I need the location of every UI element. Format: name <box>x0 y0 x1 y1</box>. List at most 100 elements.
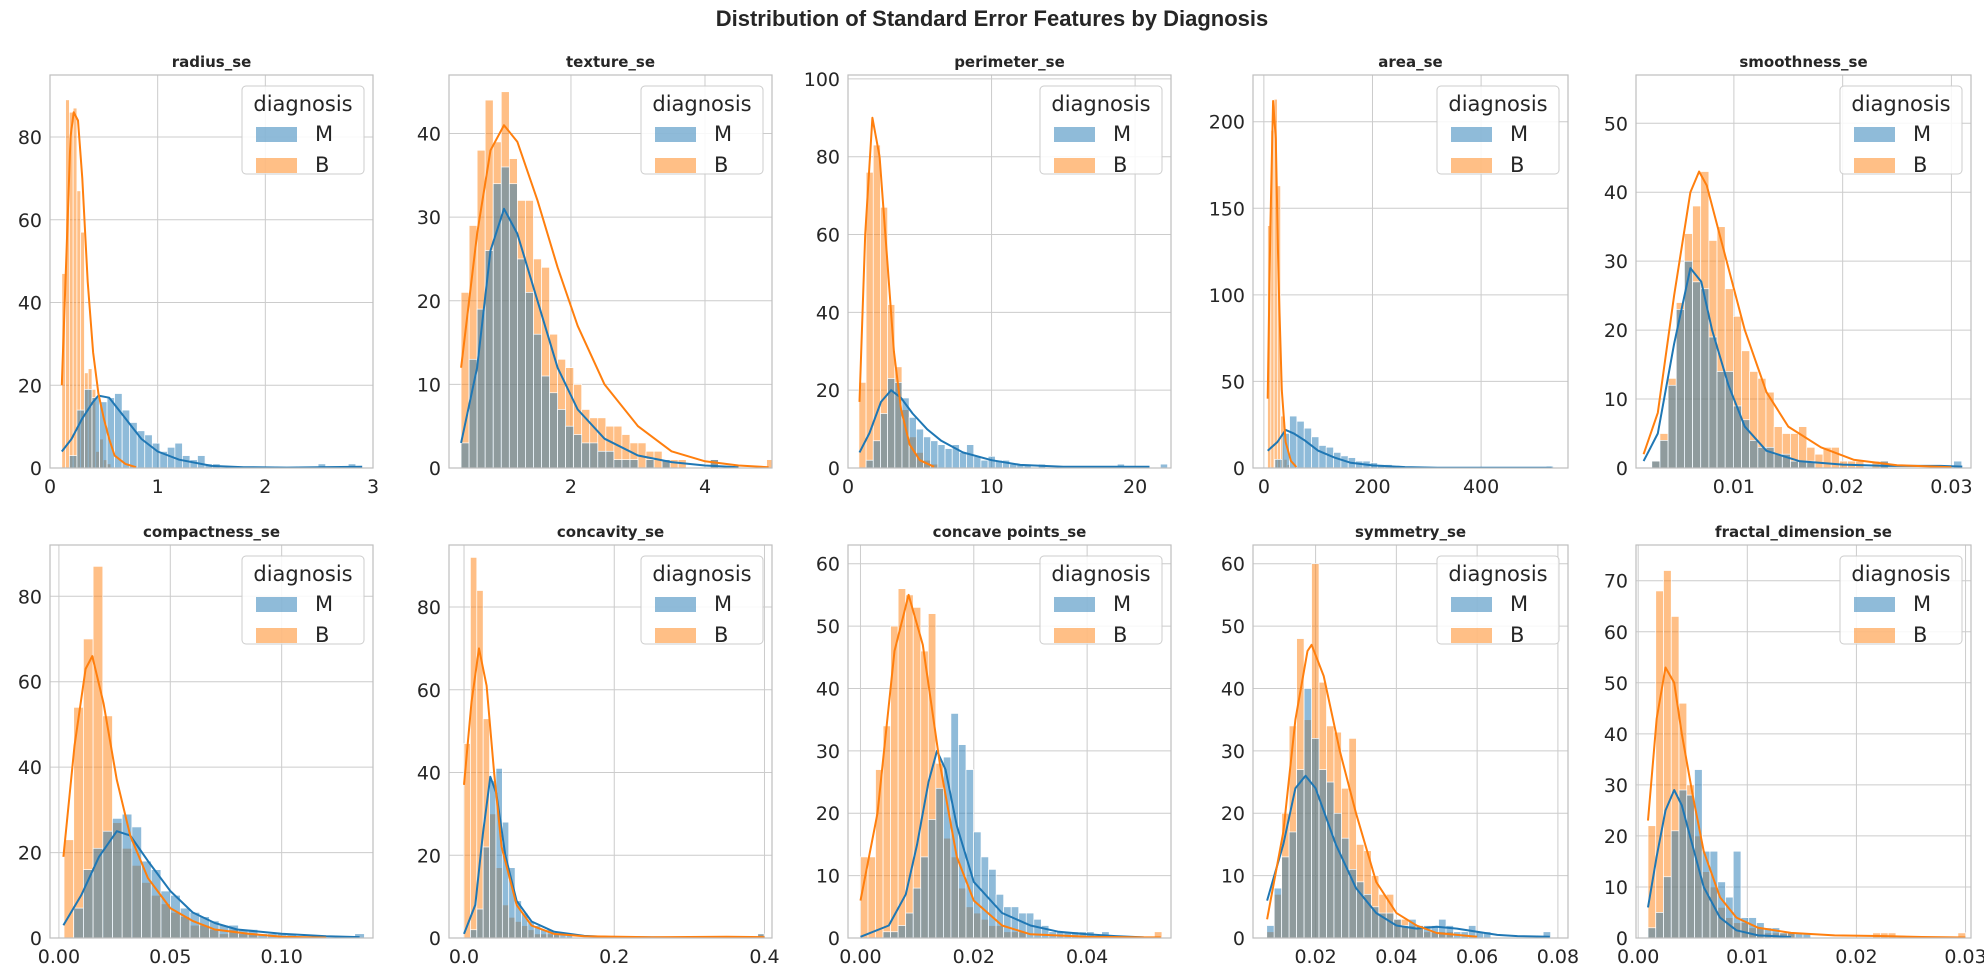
y-tick-label: 100 <box>1209 285 1245 307</box>
legend: diagnosis MB <box>1839 555 1963 647</box>
y-tick-label: 50 <box>1604 113 1628 135</box>
x-tick-label: 0.04 <box>1066 946 1108 968</box>
legend-label-B: B <box>315 153 329 177</box>
y-tick-label: 40 <box>816 302 840 324</box>
y-tick-label: 40 <box>18 757 42 779</box>
y-tick-label: 0 <box>429 928 441 950</box>
histogram-bar-B <box>1957 932 1967 938</box>
y-tick-label: 50 <box>1604 673 1628 695</box>
legend-title: diagnosis <box>652 562 751 586</box>
legend-swatch-M <box>1451 127 1492 142</box>
legend-label-M: M <box>714 592 732 616</box>
histogram-bar-M <box>557 409 566 468</box>
kde-line-M <box>1266 774 1550 938</box>
plot-area <box>859 588 1163 938</box>
histogram-bar-M <box>1003 906 1012 938</box>
x-tick-label: 0 <box>44 476 56 498</box>
x-tick-label: 0.02 <box>1835 946 1877 968</box>
plot-area <box>62 566 365 938</box>
histogram-bar-M <box>1393 918 1402 938</box>
plot-area <box>858 116 1168 468</box>
y-tick-label: 0 <box>30 928 42 950</box>
histogram-bar-B <box>72 107 78 468</box>
x-tick-label: 0.01 <box>1713 476 1755 498</box>
y-tick-label: 0 <box>429 458 441 480</box>
legend-label-B: B <box>714 623 728 647</box>
histogram-bar-M <box>1790 460 1799 468</box>
x-tick-label: 20 <box>1123 476 1147 498</box>
histogram-bar-M <box>460 442 470 468</box>
subplot-fractal_dimension_se: 0.00 0.01 0.02 0.03 0 10 20 30 40 50 60 70 fractal_d… <box>1604 523 1984 968</box>
y-tick-label: 30 <box>1604 775 1628 797</box>
x-tick-label: 400 <box>1463 476 1499 498</box>
histogram-bar-M <box>170 894 181 938</box>
legend-label-M: M <box>1113 592 1131 616</box>
y-tick-label: 30 <box>1604 251 1628 273</box>
plot-frame <box>1252 544 1569 939</box>
x-tick-label: 0 <box>842 476 854 498</box>
histogram-bar-M <box>1749 440 1759 468</box>
histogram-bar-M <box>965 769 974 938</box>
subplot-title: perimeter_se <box>954 53 1065 71</box>
x-tick-label: 0.0 <box>449 946 479 968</box>
y-tick-label: 80 <box>816 147 840 169</box>
subplot-area_se: 0 200 400 0 50 100 150 200 area_se diagnosis MB <box>1209 53 1569 498</box>
kde-line-M <box>860 749 1144 938</box>
legend-swatch-B <box>1854 628 1895 643</box>
histogram-bar-M <box>1296 769 1305 938</box>
histogram-bar-M <box>973 455 982 468</box>
kde-line-B <box>1642 170 1952 468</box>
histogram-bar-M <box>573 434 583 468</box>
histogram-bar-M <box>1709 850 1719 938</box>
subplot-concave-points_se: 0.00 0.02 0.04 0 10 20 30 40 50 60 concave points_… <box>816 523 1172 968</box>
legend-label-B: B <box>1510 153 1524 177</box>
y-tick-label: 0 <box>828 458 840 480</box>
histogram-bar-M <box>482 846 490 938</box>
legend-title: diagnosis <box>652 92 751 116</box>
x-tick-label: 0.06 <box>1456 946 1498 968</box>
histogram-bar-M <box>1303 688 1312 938</box>
histogram-bar-M <box>1326 781 1335 938</box>
y-tick-label: 80 <box>417 597 441 619</box>
histogram-bar-M <box>581 442 591 468</box>
histogram-bar-M <box>91 397 100 468</box>
y-tick-label: 40 <box>18 293 42 315</box>
histogram-bar-B <box>766 459 772 468</box>
histogram-bar-M <box>470 929 478 938</box>
kde-line-B <box>1266 643 1478 938</box>
y-tick-label: 150 <box>1209 198 1245 220</box>
histogram-bar-M <box>489 780 497 938</box>
histogram-bar-M <box>1318 445 1327 468</box>
y-tick-label: 60 <box>1604 622 1628 644</box>
histogram-bar-M <box>1757 446 1767 468</box>
y-tick-label: 40 <box>417 763 441 785</box>
histogram-bar-M <box>629 459 639 468</box>
histogram-bar-M <box>880 413 888 468</box>
histogram-bar-M <box>317 463 326 468</box>
legend-box <box>241 85 365 175</box>
y-tick-label: 0 <box>30 458 42 480</box>
legend: diagnosis MB <box>1839 85 1963 177</box>
legend-box <box>1436 85 1560 175</box>
plot-area <box>60 99 363 468</box>
histogram-bar-M <box>517 258 526 468</box>
subplot-concavity_se: 0.0 0.2 0.4 0 20 40 60 80 concavity_se diagnosis M… <box>417 523 780 968</box>
histogram-bar-M <box>912 887 922 938</box>
kde-line-M <box>460 207 739 468</box>
y-tick-label: 80 <box>18 586 42 608</box>
y-tick-label: 30 <box>1221 741 1245 763</box>
legend-label-M: M <box>315 122 333 146</box>
legend-label-B: B <box>1510 623 1524 647</box>
plot-frame <box>1635 544 1972 939</box>
y-tick-label: 60 <box>18 210 42 232</box>
histogram-bar-M <box>69 455 78 468</box>
y-tick-label: 20 <box>816 380 840 402</box>
y-tick-label: 50 <box>1221 371 1245 393</box>
legend: diagnosis MB <box>241 555 365 647</box>
legend-swatch-M <box>1054 597 1095 612</box>
plot-frame <box>448 74 773 469</box>
x-tick-label: 0.00 <box>1617 946 1659 968</box>
histogram-bar-M <box>605 450 615 468</box>
histogram-bar-B <box>1814 453 1824 468</box>
x-tick-label: 0.00 <box>839 946 881 968</box>
